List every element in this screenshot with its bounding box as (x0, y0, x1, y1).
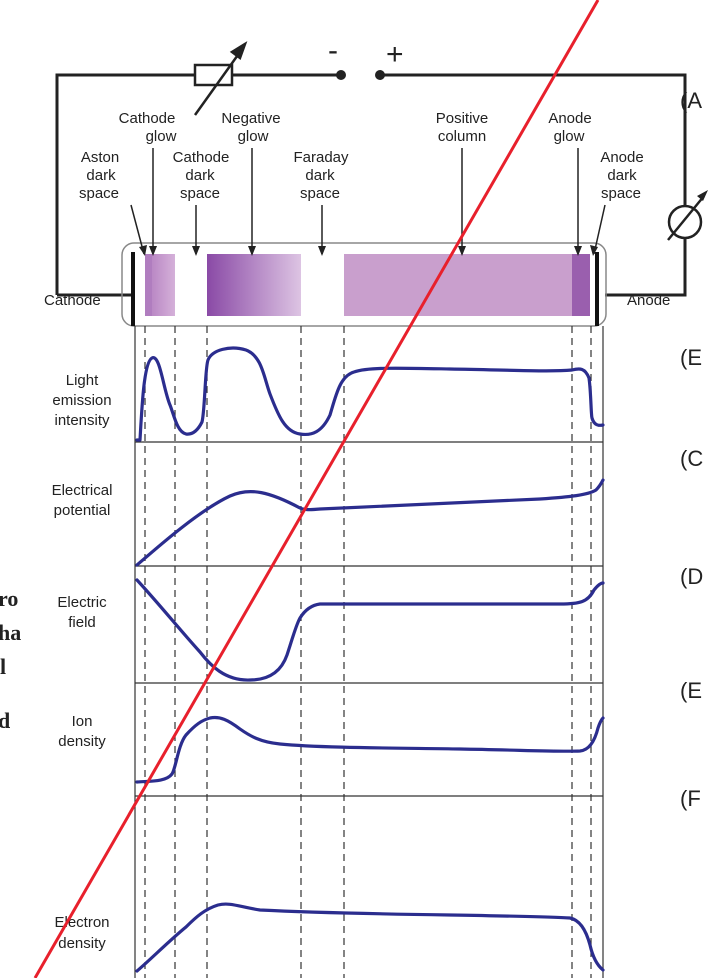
label-faraday-1: Faraday (293, 149, 349, 166)
row-labels: Light emission intensity Electrical pote… (52, 372, 113, 952)
left-fragment-1: ro (0, 586, 18, 611)
cathode-label: Cathode (44, 292, 101, 309)
row-light-3: intensity (54, 412, 110, 429)
supply-minus-sign: - (328, 34, 338, 67)
label-negative-glow-1: Negative (221, 110, 280, 127)
row-ion-2: density (58, 733, 106, 750)
row-field-1: Electric (57, 594, 107, 611)
ammeter-icon (667, 190, 708, 241)
left-fragment-4: d (0, 708, 10, 733)
supply-plus-sign: + (386, 38, 404, 71)
circuit (55, 73, 687, 297)
curve-light-emission (135, 346, 605, 442)
left-fragment-2: ha (0, 620, 21, 645)
row-ion-1: Ion (72, 713, 93, 730)
right-label-1: (A (680, 88, 702, 113)
label-aston-3: space (79, 185, 119, 202)
band-positive-column (344, 254, 572, 316)
row-light-2: emission (52, 392, 111, 409)
band-negative-glow (207, 254, 301, 316)
region-dividers (144, 326, 592, 978)
band-anode-glow (572, 254, 590, 316)
label-anode-dark-1: Anode (600, 149, 643, 166)
right-label-6: (F (680, 786, 701, 811)
variable-resistor (193, 63, 234, 87)
left-fragment-3: l (0, 654, 6, 679)
row-field-2: field (68, 614, 96, 631)
label-aston-1: Aston (81, 149, 119, 166)
label-aston-2: dark (86, 167, 116, 184)
label-cathode-glow-1: Cathode (119, 110, 176, 127)
label-positive-2: column (438, 128, 486, 145)
supply-terminal-plus (375, 70, 385, 80)
anode-label: Anode (627, 292, 670, 309)
label-anode-glow-1: Anode (548, 110, 591, 127)
wire-right (605, 238, 687, 297)
curve-ion-density (135, 715, 605, 784)
band-aston-edge (145, 254, 152, 316)
row-electron-2: density (58, 935, 106, 952)
wire-left (55, 73, 195, 295)
right-label-2: (E (680, 345, 702, 370)
label-anode-glow-2: glow (554, 128, 585, 145)
right-label-3: (C (680, 446, 703, 471)
curve-electric-field (135, 578, 605, 682)
label-cathode-dark-3: space (180, 185, 220, 202)
label-anode-dark-2: dark (607, 167, 637, 184)
leader-lines (130, 148, 606, 255)
row-potential-1: Electrical (52, 482, 113, 499)
glow-bands (145, 254, 590, 316)
label-faraday-3: space (300, 185, 340, 202)
curve-electrical-potential (135, 478, 605, 567)
strike-through-line (33, 0, 600, 978)
profile-curves (135, 346, 605, 973)
supply-terminal-minus (336, 70, 346, 80)
row-light-1: Light (66, 372, 99, 389)
region-labels: Cathode glow Negative glow Aston dark sp… (79, 110, 644, 202)
label-faraday-2: dark (305, 167, 335, 184)
right-label-5: (E (680, 678, 702, 703)
label-cathode-dark-1: Cathode (173, 149, 230, 166)
leader-arrowheads (139, 245, 598, 256)
label-cathode-dark-2: dark (185, 167, 215, 184)
wire-top-right (380, 73, 687, 205)
label-anode-dark-3: space (601, 185, 641, 202)
label-cathode-glow-2: glow (146, 128, 177, 145)
left-text-fragments: ro ha l d (0, 586, 21, 733)
plot-grid (134, 326, 604, 978)
row-potential-2: potential (54, 502, 111, 519)
discharge-tube (121, 242, 607, 327)
curve-electron-density (135, 902, 605, 973)
variable-resistor-arrow-icon (193, 41, 248, 116)
label-negative-glow-2: glow (238, 128, 269, 145)
right-side-labels: (A (E (C (D (E (F (680, 88, 703, 811)
right-label-4: (D (680, 564, 703, 589)
label-positive-1: Positive (436, 110, 489, 127)
